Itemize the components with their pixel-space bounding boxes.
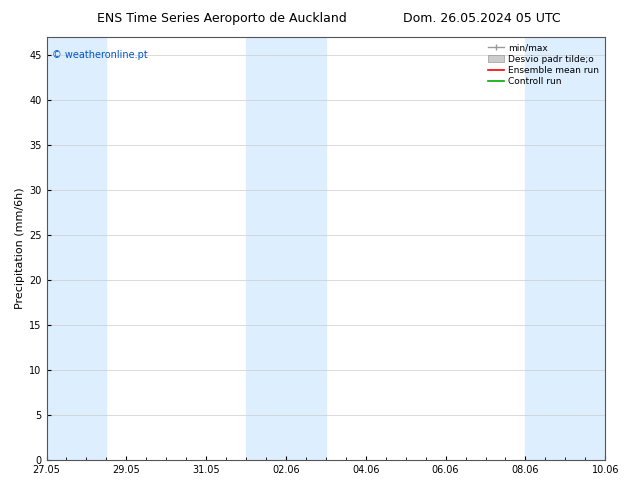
- Text: Dom. 26.05.2024 05 UTC: Dom. 26.05.2024 05 UTC: [403, 12, 560, 25]
- Text: ENS Time Series Aeroporto de Auckland: ENS Time Series Aeroporto de Auckland: [97, 12, 347, 25]
- Text: © weatheronline.pt: © weatheronline.pt: [52, 50, 148, 60]
- Bar: [526, 37, 605, 460]
- Legend: min/max, Desvio padr tilde;o, Ensemble mean run, Controll run: min/max, Desvio padr tilde;o, Ensemble m…: [486, 42, 601, 88]
- Y-axis label: Precipitation (mm/6h): Precipitation (mm/6h): [15, 188, 25, 309]
- Bar: [246, 37, 326, 460]
- Bar: [46, 37, 107, 460]
